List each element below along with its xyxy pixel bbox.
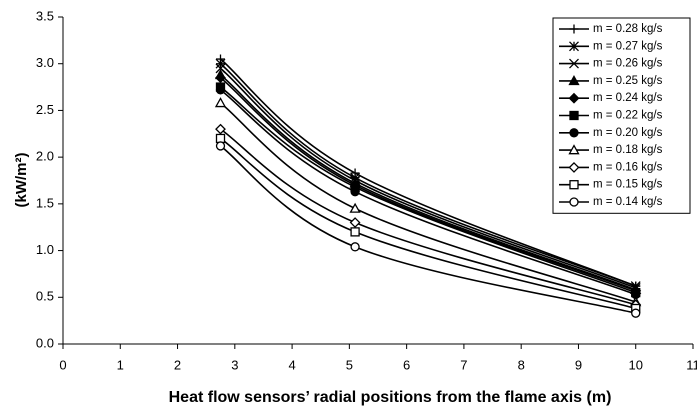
line [220, 145, 636, 314]
legend-label: m = 0.14 kg/s [593, 196, 663, 208]
marker [215, 58, 226, 69]
legend-marker [569, 110, 579, 121]
line [220, 102, 636, 303]
legend-label: m = 0.15 kg/s [593, 179, 663, 191]
legend-label: m = 0.18 kg/s [593, 144, 663, 156]
legend-label: m = 0.22 kg/s [593, 110, 663, 122]
y-tick-label: 1.0 [36, 242, 54, 257]
x-tick-label: 10 [628, 357, 642, 372]
legend-marker [569, 180, 579, 190]
line [220, 128, 636, 306]
line [220, 137, 636, 310]
y-tick-label: 3.5 [36, 8, 54, 23]
x-tick-label: 11 [686, 357, 697, 372]
legend-label: m = 0.26 kg/s [593, 58, 663, 70]
line [219, 74, 637, 291]
x-tick-label: 6 [403, 357, 410, 372]
legend-marker [569, 58, 579, 69]
legend-marker [568, 144, 580, 155]
y-tick-label: 3.0 [36, 55, 54, 70]
marker [215, 85, 226, 95]
legend: m = 0.28 kg/s m = 0.27 kg/s m = 0.26 kg/s m… [552, 17, 691, 214]
x-tick-label: 7 [460, 357, 467, 372]
line [219, 63, 637, 287]
legend-label: m = 0.24 kg/s [593, 92, 663, 104]
x-tick-label: 3 [231, 357, 238, 372]
y-tick-label: 2.5 [36, 102, 54, 117]
legend-marker [568, 75, 580, 86]
marker [215, 141, 226, 151]
marker [350, 242, 360, 252]
line [220, 89, 637, 296]
marker [215, 63, 226, 74]
legend-marker [568, 161, 580, 173]
legend-label: m = 0.27 kg/s [593, 40, 663, 52]
y-tick-label: 0.0 [36, 335, 54, 350]
y-tick-label: 2.0 [36, 149, 54, 164]
y-tick-label: 0.5 [36, 289, 54, 304]
x-tick-label: 2 [174, 357, 181, 372]
line [220, 86, 637, 294]
legend-label: m = 0.25 kg/s [593, 75, 663, 87]
y-axis-label: (kW/m²) [13, 153, 30, 208]
marker [214, 97, 227, 108]
x-axis-label: Heat flow sensors’ radial positions from… [169, 389, 612, 406]
x-tick-label: 4 [288, 357, 295, 372]
marker [349, 217, 361, 228]
legend-label: m = 0.16 kg/s [593, 161, 663, 173]
marker [350, 187, 360, 197]
marker [215, 72, 226, 84]
legend-label: m = 0.20 kg/s [593, 127, 663, 139]
legend-label: m = 0.28 kg/s [593, 23, 663, 35]
x-tick-label: 8 [518, 357, 525, 372]
x-tick-label: 0 [59, 357, 66, 372]
y-tick-label: 1.5 [36, 195, 54, 210]
legend-marker [568, 92, 580, 104]
legend-marker [569, 197, 579, 207]
legend-marker [569, 41, 579, 52]
line [219, 58, 637, 287]
marker [349, 202, 361, 213]
series [215, 141, 641, 318]
legend-marker [569, 24, 579, 34]
line [220, 77, 637, 292]
x-tick-label: 1 [117, 357, 124, 372]
series [215, 85, 641, 300]
marker [350, 227, 360, 237]
legend-marker [569, 128, 579, 138]
x-tick-label: 9 [575, 357, 582, 372]
marker [631, 308, 641, 318]
line [219, 67, 637, 289]
marker [215, 133, 226, 144]
x-tick-label: 5 [346, 357, 353, 372]
marker [215, 123, 226, 135]
